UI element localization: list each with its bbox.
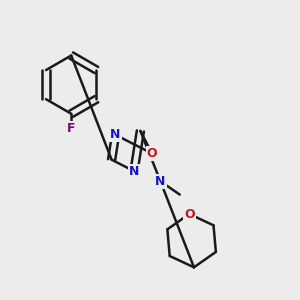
Text: N: N [110,128,121,141]
Text: F: F [67,122,76,134]
Text: O: O [184,208,195,220]
Text: N: N [129,165,139,178]
Text: O: O [146,147,157,160]
Text: N: N [155,175,166,188]
